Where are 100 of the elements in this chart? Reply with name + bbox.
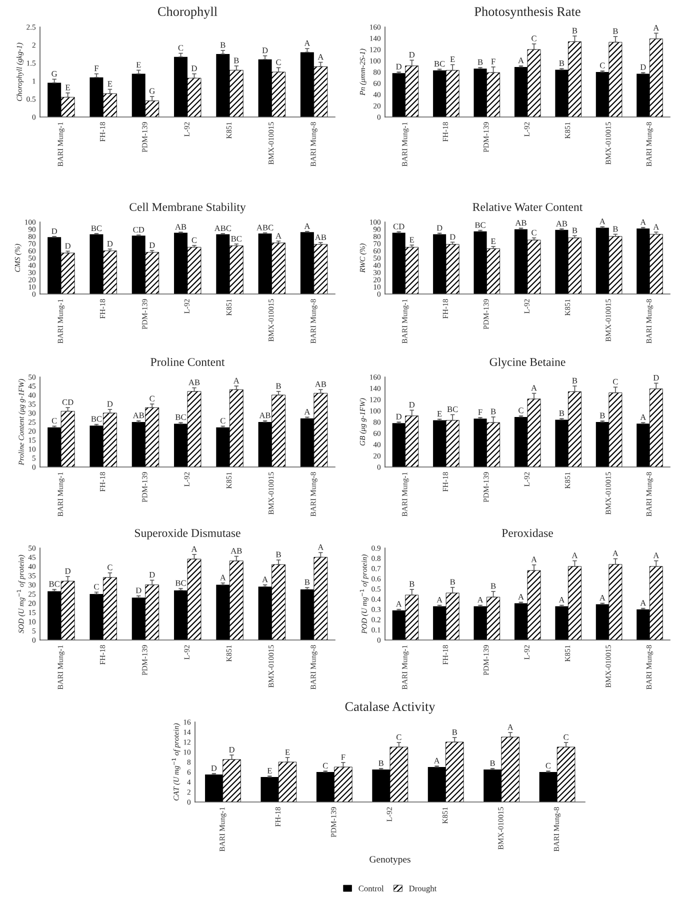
data-label: C — [564, 734, 568, 740]
data-label: D — [191, 66, 197, 72]
data-label: B — [490, 583, 496, 589]
data-label: E — [136, 62, 141, 68]
data-label: E — [490, 238, 496, 244]
data-label: BC — [91, 226, 102, 232]
data-label: B — [572, 228, 578, 234]
data-label: BC — [231, 236, 242, 242]
data-label: D — [409, 52, 415, 58]
data-label: C — [613, 378, 618, 385]
data-label: B — [304, 579, 310, 585]
data-label: A — [396, 601, 402, 607]
data-label: B — [559, 410, 564, 416]
data-label: A — [653, 25, 660, 31]
data-label: B — [276, 552, 281, 558]
data-label: A — [518, 58, 524, 64]
data-label: A — [640, 414, 646, 420]
data-label: E — [66, 84, 70, 90]
data-label: D — [211, 765, 217, 771]
legend-label: Drought — [409, 885, 437, 893]
legend-label: Control — [358, 885, 384, 892]
data-label: AB — [175, 224, 186, 230]
data-label: C — [532, 230, 536, 236]
data-label: CD — [393, 224, 404, 230]
data-label: B — [559, 60, 564, 66]
data-label: B — [572, 378, 578, 384]
data-label: C — [396, 734, 402, 740]
chart-title: Proline Content — [150, 358, 225, 366]
data-label: AB — [230, 548, 242, 554]
data-label: B — [572, 28, 578, 34]
data-label: A — [304, 40, 310, 46]
data-label: C — [546, 762, 551, 769]
chart-title: Catalase Activity — [345, 702, 436, 714]
chart-title: Superoxide Dismutase — [135, 528, 240, 540]
data-label: E — [437, 411, 442, 417]
data-label: A — [640, 219, 646, 225]
data-label: C — [178, 45, 184, 51]
data-label: A — [518, 594, 524, 600]
data-label: D — [450, 234, 456, 240]
data-label: B — [276, 383, 281, 389]
data-label: A — [318, 544, 324, 550]
data-label: BC — [447, 406, 458, 412]
data-label: A — [304, 223, 310, 229]
data-label: BC — [175, 580, 186, 586]
chart-title: Cell Membrane Stability — [130, 202, 246, 214]
data-label: D — [229, 746, 234, 752]
data-label: CD — [62, 399, 74, 406]
data-label: AB — [188, 380, 200, 386]
data-label: D — [149, 572, 155, 578]
data-label: A — [653, 552, 660, 558]
data-label: A — [304, 408, 310, 414]
data-label: D — [409, 402, 415, 408]
x-axis-title: Genotypes — [370, 856, 410, 865]
data-label: B — [612, 226, 618, 232]
data-label: BC — [175, 414, 186, 420]
data-label: D — [396, 414, 402, 420]
chart-title: Peroxidase — [502, 528, 553, 538]
data-label: C — [220, 418, 226, 424]
data-label: AB — [515, 220, 526, 226]
data-label: A — [531, 556, 537, 562]
data-label: E — [267, 768, 272, 774]
data-label: BC — [434, 60, 445, 67]
data-label: BC — [474, 222, 486, 228]
data-label: D — [52, 228, 58, 234]
data-label: B — [450, 579, 455, 585]
data-label: C — [150, 396, 154, 402]
data-label: A — [318, 54, 324, 60]
data-label: A — [572, 552, 578, 558]
data-label: A — [612, 550, 618, 556]
data-label: B — [378, 760, 384, 766]
data-label: CD — [133, 226, 144, 233]
data-label: B — [612, 28, 618, 34]
data-label: B — [409, 581, 414, 587]
data-label: C — [192, 237, 197, 243]
chart-title: Photosynthesis Rate — [474, 6, 580, 19]
data-label: A — [233, 378, 240, 384]
data-label: A — [653, 224, 660, 230]
chart-title: Chorophyll — [158, 6, 218, 19]
data-label: D — [107, 401, 113, 407]
data-label: A — [640, 600, 646, 606]
data-label: E — [410, 237, 414, 243]
data-label: BC — [49, 581, 60, 587]
data-label: D — [640, 64, 646, 70]
data-label: D — [65, 243, 70, 249]
data-label: ABC — [256, 224, 274, 230]
data-label: G — [149, 88, 155, 94]
data-label: A — [436, 597, 443, 603]
data-label: D — [136, 588, 142, 594]
data-label: F — [478, 409, 482, 415]
data-label: AB — [259, 412, 270, 418]
data-label: C — [600, 62, 605, 68]
data-label: A — [477, 597, 484, 603]
data-label: B — [478, 59, 483, 65]
data-label: D — [653, 375, 659, 381]
data-label: ABC — [214, 226, 232, 232]
data-label: C — [276, 59, 281, 66]
data-label: E — [108, 81, 112, 87]
data-label: C — [518, 408, 524, 414]
data-label: F — [94, 66, 98, 72]
data-label: E — [285, 749, 290, 755]
